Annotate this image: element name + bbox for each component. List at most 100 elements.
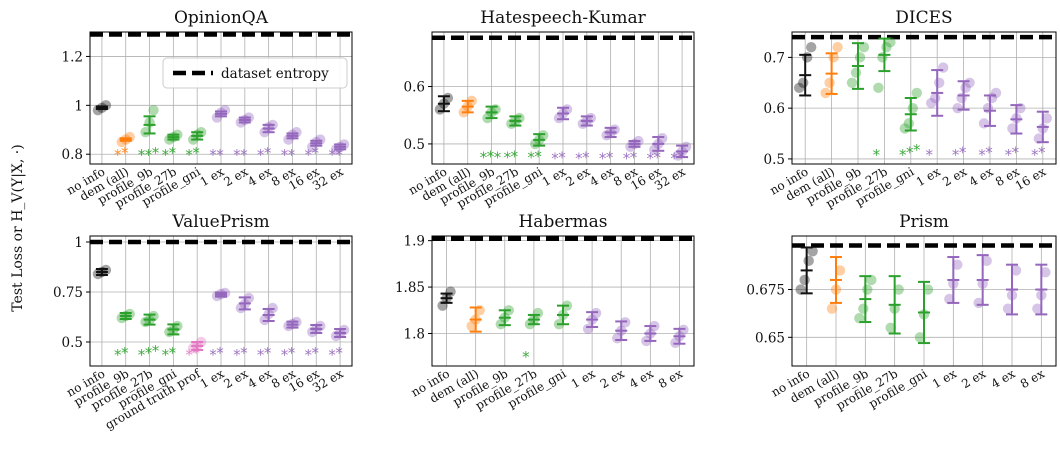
data-point — [885, 322, 896, 333]
star-marker: * — [335, 146, 343, 164]
star-marker: * — [647, 150, 655, 168]
panel-0: no info* *dem (all)* * *profile_9b* *profile… — [62, 8, 353, 211]
y-tick-label: 1 — [74, 235, 83, 251]
star-marker: * — [114, 346, 122, 364]
data-point — [873, 82, 884, 94]
star-marker: * — [257, 146, 265, 164]
data-point — [952, 102, 963, 114]
legend: dataset entropy — [162, 57, 348, 89]
star-marker: * — [959, 143, 967, 161]
data-point — [866, 274, 877, 286]
star-marker: * — [162, 346, 170, 364]
star-marker: * — [670, 150, 678, 168]
data-point — [466, 320, 477, 332]
panel-title: DICES — [895, 8, 952, 28]
data-point — [982, 102, 994, 114]
category-label: 2 ex — [959, 366, 988, 391]
star-marker: * — [240, 344, 248, 362]
data-point — [938, 62, 949, 73]
data-point — [934, 77, 945, 88]
data-point — [283, 134, 294, 145]
category-label: 8 ex — [656, 366, 685, 391]
star-marker: * — [264, 144, 272, 162]
star-marker: * — [925, 146, 933, 164]
data-point — [978, 118, 990, 129]
star-marker: * — [906, 143, 914, 161]
star-marker: * — [169, 344, 177, 362]
star-marker: * — [873, 146, 881, 164]
panel-title: Hatespeech-Kumar — [480, 8, 646, 28]
star-marker: * — [1012, 143, 1020, 161]
star-marker: * — [312, 344, 320, 362]
star-marker: * — [575, 150, 583, 168]
star-marker: * — [288, 344, 296, 362]
data-point — [537, 130, 549, 141]
star-marker: * — [328, 146, 336, 164]
data-point — [1032, 303, 1043, 314]
category-label: 4 ex — [967, 164, 996, 189]
star-marker: * — [169, 144, 177, 162]
data-point — [926, 97, 937, 109]
star-marker: * — [551, 150, 559, 168]
star-marker: * — [192, 344, 200, 362]
data-point — [1041, 113, 1053, 124]
star-marker: * — [305, 146, 313, 164]
y-tick-label: 0.8 — [62, 147, 83, 163]
star-marker: * — [1038, 143, 1046, 161]
star-marker: * — [185, 146, 193, 164]
star-marker: * — [288, 146, 296, 164]
data-point — [315, 134, 326, 145]
data-point — [834, 265, 846, 276]
y-tick-label: 1 — [74, 98, 83, 114]
star-marker: * — [504, 149, 512, 167]
panel-title: ValuePrism — [171, 212, 269, 232]
star-marker: * — [630, 149, 638, 167]
star-marker: * — [312, 144, 320, 162]
data-point — [964, 77, 975, 88]
legend-box — [162, 57, 348, 89]
star-marker: * — [328, 346, 336, 364]
data-point — [806, 42, 817, 53]
star-marker: * — [985, 143, 993, 161]
star-marker: * — [138, 146, 146, 164]
data-point — [952, 259, 963, 270]
category-label: 1 ex — [569, 366, 598, 391]
data-point — [914, 332, 926, 343]
data-point — [219, 105, 231, 116]
star-marker: * — [281, 346, 289, 364]
data-point — [877, 52, 888, 63]
star-marker: * — [305, 346, 313, 364]
data-point — [807, 246, 818, 257]
data-point — [553, 112, 565, 124]
data-point — [990, 87, 1002, 99]
category-label: 2 ex — [598, 366, 627, 391]
y-tick-label: 1.9 — [404, 234, 425, 250]
data-point — [907, 102, 918, 114]
panel-3: no info* *profile_9b* * *profile_27b* *profi… — [53, 212, 353, 432]
data-point — [858, 303, 869, 314]
star-marker: * — [162, 146, 170, 164]
panel-title: OpinionQA — [174, 8, 269, 28]
data-point — [1010, 265, 1022, 276]
y-tick-label: 0.5 — [404, 137, 425, 153]
data-point — [922, 284, 934, 295]
y-tick-label: 0.5 — [764, 152, 785, 168]
panel-title: Prism — [899, 212, 949, 232]
star-marker: * — [558, 149, 566, 167]
y-tick-label: 1.85 — [395, 280, 425, 296]
data-point — [854, 313, 865, 324]
data-point — [803, 255, 814, 267]
category-label: 1 ex — [930, 366, 959, 391]
star-marker: * — [480, 149, 488, 167]
star-marker: * — [185, 346, 193, 364]
y-tick-label: 1.8 — [404, 327, 425, 343]
y-axis-label: Test Loss or H_V(Y|X, ·) — [10, 144, 26, 311]
data-point — [235, 302, 247, 314]
data-point — [850, 67, 862, 78]
star-marker: * — [654, 149, 662, 167]
panel-frame — [431, 31, 695, 165]
data-point — [981, 255, 992, 267]
star-marker: * — [152, 342, 160, 360]
